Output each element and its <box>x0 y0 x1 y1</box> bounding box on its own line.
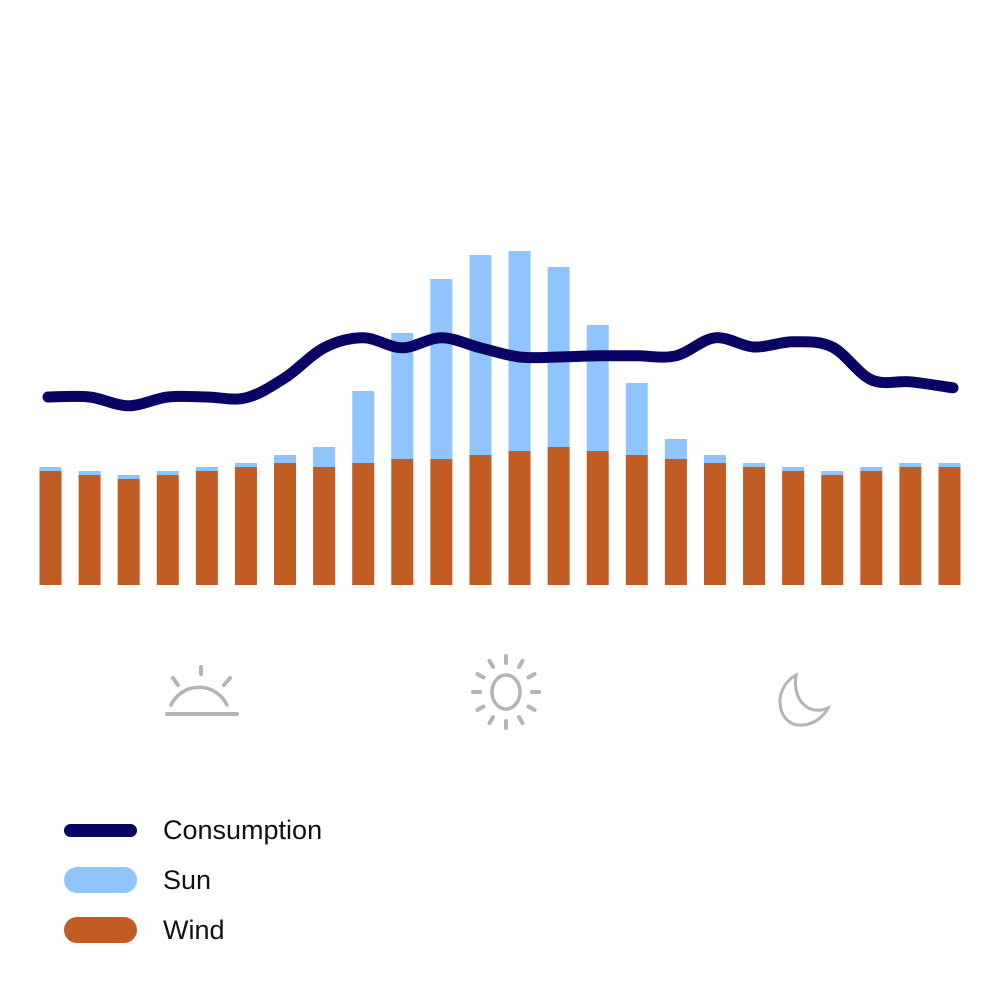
sun-bar <box>664 439 687 459</box>
sun-ray <box>487 658 495 669</box>
wind-bar <box>664 459 687 585</box>
wind-bar <box>195 471 218 585</box>
wind-bar <box>899 467 922 585</box>
legend-item-wind: Wind <box>64 905 322 955</box>
wind-bar <box>234 467 257 585</box>
wind-bar <box>860 471 883 585</box>
legend: Consumption Sun Wind <box>64 805 322 955</box>
wind-bar <box>469 455 492 585</box>
sun-bar <box>508 251 531 451</box>
sun-bar <box>899 463 922 467</box>
wind-bar <box>547 447 570 585</box>
wind-bar <box>78 475 101 585</box>
sun-bar <box>469 255 492 455</box>
moon-icon <box>778 672 832 727</box>
sun-bar <box>156 471 179 475</box>
sun-ray <box>475 672 486 680</box>
sun-bar <box>782 467 805 471</box>
sunrise-icon <box>165 665 239 716</box>
legend-label: Consumption <box>163 814 323 845</box>
wind-bar <box>586 451 609 585</box>
sun-bar <box>313 447 336 467</box>
sun-bar <box>274 455 297 463</box>
sun-bar <box>117 475 140 479</box>
wind-bar <box>703 463 726 585</box>
wind-swatch <box>64 917 137 943</box>
wind-bar <box>625 455 648 585</box>
wind-bar <box>156 475 179 585</box>
sun-bar <box>391 333 414 459</box>
sun-bar <box>703 455 726 463</box>
sun-bar <box>234 463 257 467</box>
sun-swatch <box>64 867 137 893</box>
sun-ray <box>517 658 525 669</box>
wind-bar <box>938 467 961 585</box>
sun-ray <box>517 715 525 726</box>
sun-ray <box>526 704 537 712</box>
sun-bar <box>430 279 453 459</box>
legend-label: Wind <box>163 914 225 945</box>
sun-ray <box>526 672 537 680</box>
wind-bar <box>39 471 62 585</box>
wind-bar <box>743 467 766 585</box>
consumption-line <box>42 332 959 412</box>
consumption-swatch <box>64 823 137 837</box>
sun-bar <box>860 467 883 471</box>
wind-bar <box>117 479 140 585</box>
wind-bar <box>508 451 531 585</box>
sun-bar <box>586 325 609 451</box>
sun-ray <box>475 704 486 712</box>
sun-bar <box>195 467 218 471</box>
legend-label: Sun <box>163 864 212 895</box>
sun-bar <box>938 463 961 467</box>
sun-ray <box>487 715 495 726</box>
wind-bar <box>352 463 375 585</box>
wind-bar <box>430 459 453 585</box>
sun-bar <box>743 463 766 467</box>
wind-bar <box>821 475 844 585</box>
sun-icon <box>471 654 541 730</box>
sun-bar <box>39 467 62 471</box>
sun-bar <box>78 471 101 475</box>
legend-item-consumption: Consumption <box>64 805 322 855</box>
legend-item-sun: Sun <box>64 855 322 905</box>
sun-bar <box>352 391 375 463</box>
wind-bar <box>274 463 297 585</box>
wind-bar <box>391 459 414 585</box>
wind-bar <box>313 467 336 585</box>
sun-bar <box>821 471 844 475</box>
wind-bar <box>782 471 805 585</box>
bars-group <box>39 251 961 585</box>
sun-bar <box>625 383 648 455</box>
